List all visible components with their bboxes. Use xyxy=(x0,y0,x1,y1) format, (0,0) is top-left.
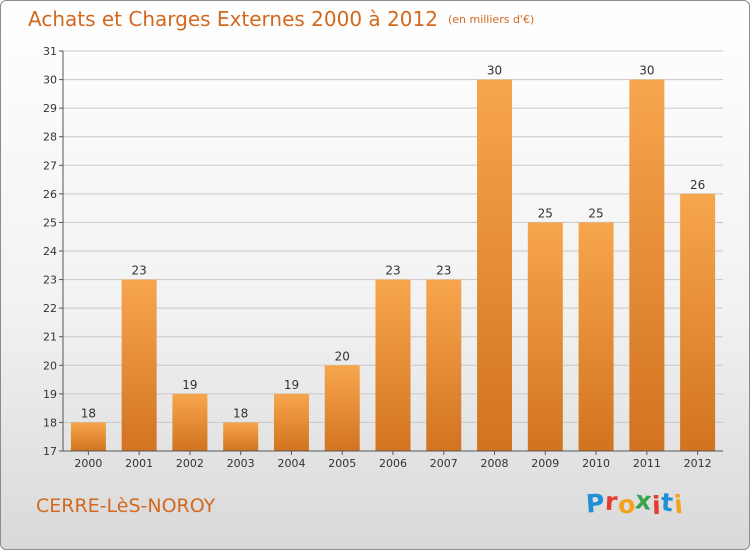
x-tick-label: 2002 xyxy=(176,457,204,470)
bar-2005 xyxy=(324,365,360,451)
value-label: 18 xyxy=(233,406,248,420)
bar-2010 xyxy=(578,222,614,451)
y-tick-label: 20 xyxy=(43,359,57,372)
value-label: 23 xyxy=(385,264,400,278)
bar-2007 xyxy=(426,279,462,451)
value-label: 26 xyxy=(690,178,705,192)
bar-2004 xyxy=(273,393,309,451)
value-label: 30 xyxy=(639,64,654,78)
bar-2000 xyxy=(70,422,106,451)
x-tick-label: 2010 xyxy=(582,457,610,470)
y-tick-label: 22 xyxy=(43,302,57,315)
bar-2006 xyxy=(375,279,411,451)
logo-letter: x xyxy=(634,485,654,516)
bar-2001 xyxy=(121,279,157,451)
y-tick-label: 21 xyxy=(43,331,57,344)
y-tick-label: 18 xyxy=(43,416,57,429)
logo-letter: o xyxy=(616,489,637,520)
y-tick-label: 31 xyxy=(43,45,57,58)
axes: 17 18 19 20 21 22 23 24 25 26 27 28 29 30 31 2000 2001 20… xyxy=(43,45,723,470)
value-label: 25 xyxy=(538,206,553,220)
x-tick-label: 2011 xyxy=(633,457,661,470)
value-label: 23 xyxy=(132,264,147,278)
x-tick-label: 2001 xyxy=(125,457,153,470)
value-label: 25 xyxy=(588,206,603,220)
x-tick-label: 2009 xyxy=(531,457,559,470)
value-label: 23 xyxy=(436,264,451,278)
y-tick-label: 23 xyxy=(43,274,57,287)
y-tick-label: 29 xyxy=(43,102,57,115)
chart-title-text: Achats et Charges Externes 2000 à 2012 xyxy=(28,7,438,31)
x-tick-label: 2005 xyxy=(328,457,356,470)
bar-2002 xyxy=(172,393,208,451)
bar-2012 xyxy=(680,193,716,451)
x-tick-label: 2008 xyxy=(481,457,509,470)
value-label: 19 xyxy=(182,378,197,392)
bars xyxy=(70,79,716,452)
x-tick-label: 2012 xyxy=(684,457,712,470)
bar-2009 xyxy=(527,222,563,451)
value-label: 18 xyxy=(81,406,96,420)
y-tick-label: 25 xyxy=(43,216,57,229)
y-tick-label: 27 xyxy=(43,159,57,172)
x-tick-label: 2000 xyxy=(74,457,102,470)
chart-title: Achats et Charges Externes 2000 à 2012 (e… xyxy=(28,7,534,31)
value-label: 19 xyxy=(284,378,299,392)
proxiti-logo: Proxiti xyxy=(585,485,684,520)
x-tick-label: 2007 xyxy=(430,457,458,470)
bar-2003 xyxy=(223,422,259,451)
x-tick-label: 2006 xyxy=(379,457,407,470)
y-tick-label: 26 xyxy=(43,188,57,201)
bar-2011 xyxy=(629,79,665,452)
x-tick-label: 2003 xyxy=(227,457,255,470)
logo-letter: P xyxy=(585,488,606,519)
y-tick-label: 30 xyxy=(43,74,57,87)
y-tick-label: 28 xyxy=(43,131,57,144)
bar-2008 xyxy=(477,79,513,452)
x-tick-label: 2004 xyxy=(277,457,305,470)
value-label: 20 xyxy=(335,349,350,363)
y-tick-label: 17 xyxy=(43,445,57,458)
value-label: 30 xyxy=(487,64,502,78)
y-tick-label: 24 xyxy=(43,245,57,258)
place-name: CERRE-LèS-NOROY xyxy=(36,495,216,517)
y-tick-label: 19 xyxy=(43,388,57,401)
logo-letter: i xyxy=(672,489,684,520)
value-labels: 18 23 19 18 19 20 23 23 30 25 25 30 26 xyxy=(81,64,706,421)
chart-unit: (en milliers d'€) xyxy=(447,13,535,26)
